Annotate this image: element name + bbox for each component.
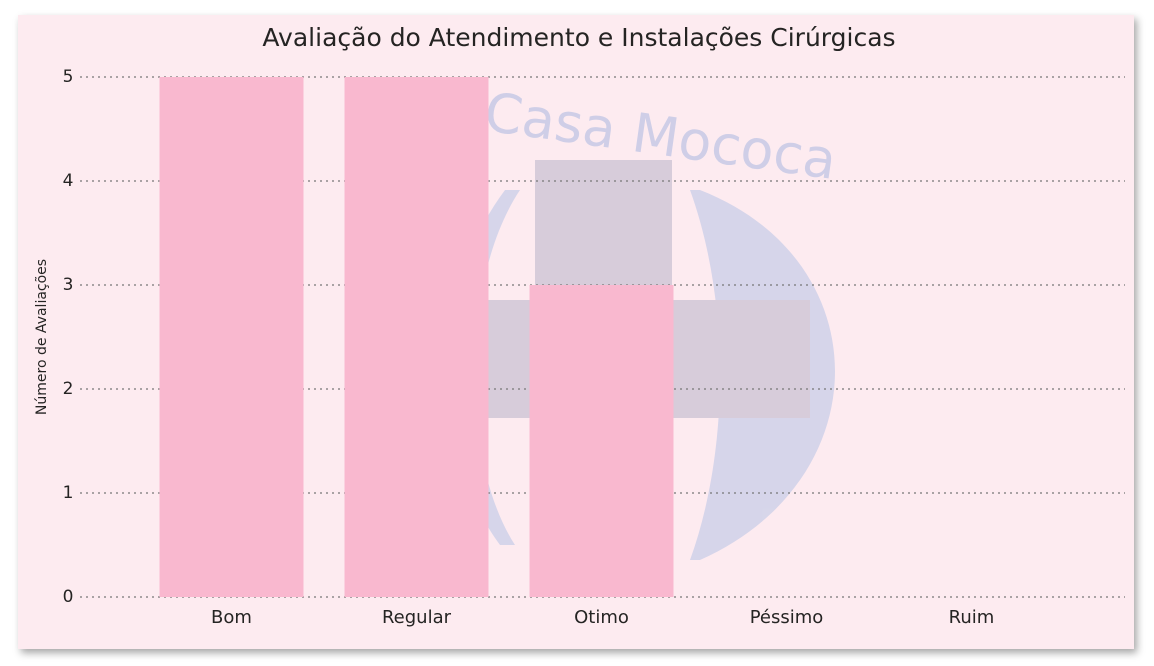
bar	[344, 77, 489, 597]
bar	[529, 285, 674, 597]
bar	[159, 77, 304, 597]
x-tick-label: Ruim	[949, 607, 995, 628]
x-tick-label: Bom	[211, 607, 252, 628]
y-tick-label: 3	[63, 275, 74, 295]
x-tick-label: Otimo	[574, 607, 629, 628]
y-tick-label: 0	[63, 587, 74, 607]
y-axis-label: Número de Avaliações	[34, 259, 50, 415]
y-tick-label: 1	[63, 483, 74, 503]
y-tick-label: 5	[63, 67, 74, 87]
y-tick-label: 4	[63, 171, 74, 191]
x-tick-label: Regular	[382, 607, 452, 628]
chart-title: Avaliação do Atendimento e Instalações C…	[262, 23, 895, 52]
y-tick-label: 2	[63, 379, 74, 399]
x-tick-label: Péssimo	[750, 607, 824, 628]
